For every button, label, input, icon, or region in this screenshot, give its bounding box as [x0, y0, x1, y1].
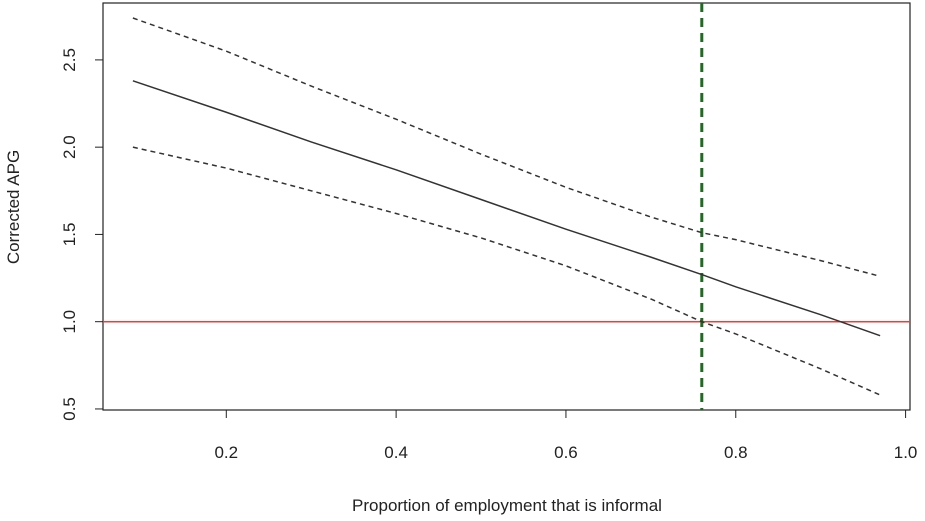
x-tick-label: 0.2 [214, 443, 238, 462]
series-line [132, 17, 881, 278]
series-line [132, 146, 881, 396]
x-tick-label: 0.4 [384, 443, 408, 462]
x-axis-label: Proportion of employment that is informa… [352, 496, 662, 515]
x-tick-label: 0.8 [724, 443, 748, 462]
series-line [132, 80, 881, 337]
y-tick-label: 2.5 [60, 48, 79, 72]
y-axis-label: Corrected APG [4, 150, 23, 264]
y-tick-label: 1.0 [60, 310, 79, 334]
plot-frame [102, 2, 911, 411]
y-tick-label: 1.5 [60, 223, 79, 247]
y-tick-label: 0.5 [60, 397, 79, 421]
y-tick-label: 2.0 [60, 135, 79, 159]
x-tick-label: 1.0 [894, 443, 918, 462]
x-tick-label: 0.6 [554, 443, 578, 462]
